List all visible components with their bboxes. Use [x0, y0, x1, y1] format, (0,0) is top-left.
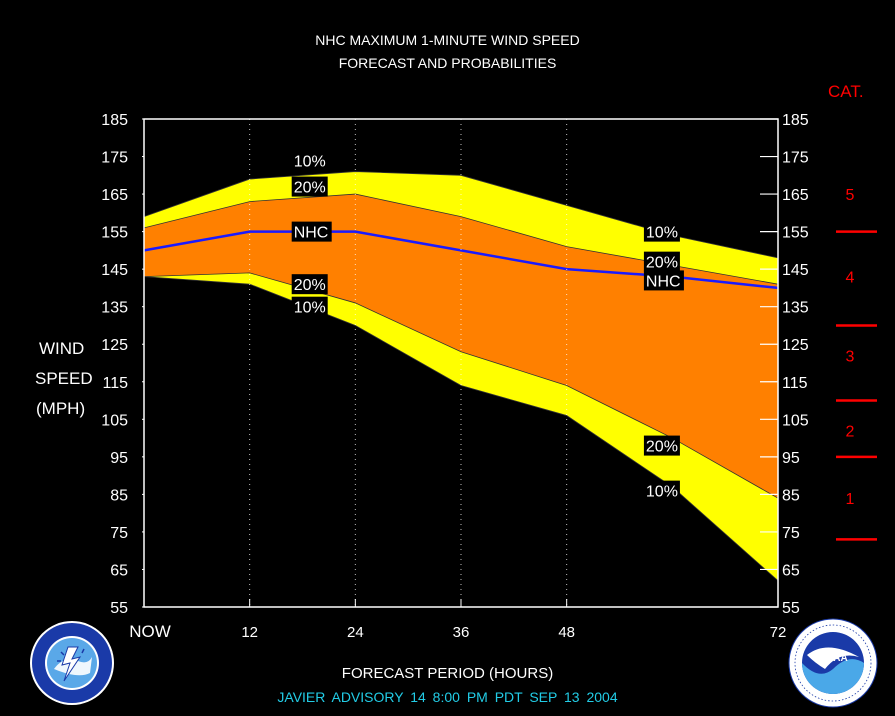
y-tick-label-left-125: 125	[101, 337, 128, 354]
y-tick-label-right-145: 145	[782, 262, 809, 279]
y-tick-label-left-115: 115	[102, 375, 128, 392]
annotation-text-8: 20%	[646, 439, 678, 456]
y-tick-label-right-75: 75	[782, 525, 800, 542]
advisory-footer: JAVIER ADVISORY 14 8:00 PM PDT SEP 13 20…	[277, 689, 618, 705]
y-tick-label-left-185: 185	[101, 112, 128, 129]
y-tick-label-right-65: 65	[782, 562, 800, 579]
annotation-text-5: 10%	[646, 225, 678, 242]
annotation-10pct-4: 10%	[291, 296, 328, 317]
category-label-5: 5	[846, 187, 855, 204]
chart-title-line-1: NHC MAXIMUM 1-MINUTE WIND SPEED	[315, 32, 580, 48]
x-tick-label-NOW: NOW	[129, 622, 171, 641]
svg-text:NOAA: NOAA	[818, 653, 847, 664]
y-tick-label-left-65: 65	[110, 562, 128, 579]
noaa-logo-icon: NOAA	[788, 618, 878, 708]
axes: 55 55 65 65 75 75 85 85 95 95 105 105 115 115 125 125 13…	[101, 112, 809, 641]
annotation-20pct-6: 20%	[643, 251, 680, 272]
y-tick-label-left-55: 55	[110, 600, 128, 617]
annotation-20pct-8: 20%	[643, 435, 680, 456]
category-label-3: 3	[846, 348, 855, 365]
y-tick-label-left-85: 85	[110, 487, 128, 504]
x-tick-label-48: 48	[558, 624, 575, 641]
annotation-10pct-5: 10%	[643, 221, 680, 242]
y-tick-label-left-135: 135	[101, 300, 128, 317]
y-axis-label-line-1: WIND	[39, 339, 85, 358]
annotation-text-6: 20%	[646, 255, 678, 272]
y-tick-label-right-155: 155	[782, 225, 809, 242]
y-tick-label-right-185: 185	[782, 112, 809, 129]
y-tick-label-left-145: 145	[101, 262, 128, 279]
nws-logo-icon	[30, 621, 114, 705]
x-tick-label-12: 12	[241, 624, 258, 641]
y-tick-label-right-55: 55	[782, 600, 800, 617]
chart-title-line-2: FORECAST AND PROBABILITIES	[338, 55, 557, 71]
annotation-text-2: NHC	[294, 225, 329, 242]
y-tick-label-left-95: 95	[110, 450, 128, 467]
y-tick-label-right-105: 105	[782, 412, 809, 429]
category-label-1: 1	[846, 491, 855, 508]
y-tick-label-left-105: 105	[101, 412, 128, 429]
category-label-4: 4	[846, 270, 855, 287]
y-tick-label-right-175: 175	[782, 150, 809, 167]
y-axis-label-line-2: SPEED	[35, 369, 93, 388]
category-scale: 5 4 3 2 1	[836, 187, 877, 541]
y-tick-label-right-95: 95	[782, 450, 800, 467]
annotation-10pct-9: 10%	[643, 480, 680, 501]
annotation-20pct-3: 20%	[291, 274, 328, 295]
category-label-2: 2	[846, 424, 855, 441]
y-axis-label-line-3: (MPH)	[36, 399, 86, 418]
y-tick-label-right-115: 115	[782, 375, 808, 392]
annotation-text-7: NHC	[646, 273, 681, 290]
y-tick-label-left-155: 155	[101, 225, 128, 242]
category-header: CAT.	[828, 82, 864, 101]
annotation-20pct-1: 20%	[291, 176, 328, 197]
x-tick-label-36: 36	[453, 624, 470, 641]
annotation-text-1: 20%	[294, 180, 326, 197]
annotation-10pct-0: 10%	[291, 150, 328, 171]
y-tick-label-right-165: 165	[782, 187, 809, 204]
annotation-text-9: 10%	[646, 484, 678, 501]
x-tick-label-72: 72	[770, 624, 787, 641]
y-tick-label-left-165: 165	[101, 187, 128, 204]
band-20-percent	[144, 194, 778, 499]
y-tick-label-right-85: 85	[782, 487, 800, 504]
y-tick-label-left-75: 75	[110, 525, 128, 542]
annotation-nhc-7: NHC	[643, 270, 684, 291]
annotation-nhc-2: NHC	[291, 221, 332, 242]
y-tick-label-right-125: 125	[782, 337, 809, 354]
annotation-text-4: 10%	[294, 300, 326, 317]
x-tick-label-24: 24	[347, 624, 364, 641]
y-tick-label-right-135: 135	[782, 300, 809, 317]
y-tick-label-left-175: 175	[101, 150, 128, 167]
annotation-text-3: 20%	[294, 277, 326, 294]
x-axis-label: FORECAST PERIOD (HOURS)	[341, 665, 554, 682]
annotation-text-0: 10%	[294, 153, 326, 170]
